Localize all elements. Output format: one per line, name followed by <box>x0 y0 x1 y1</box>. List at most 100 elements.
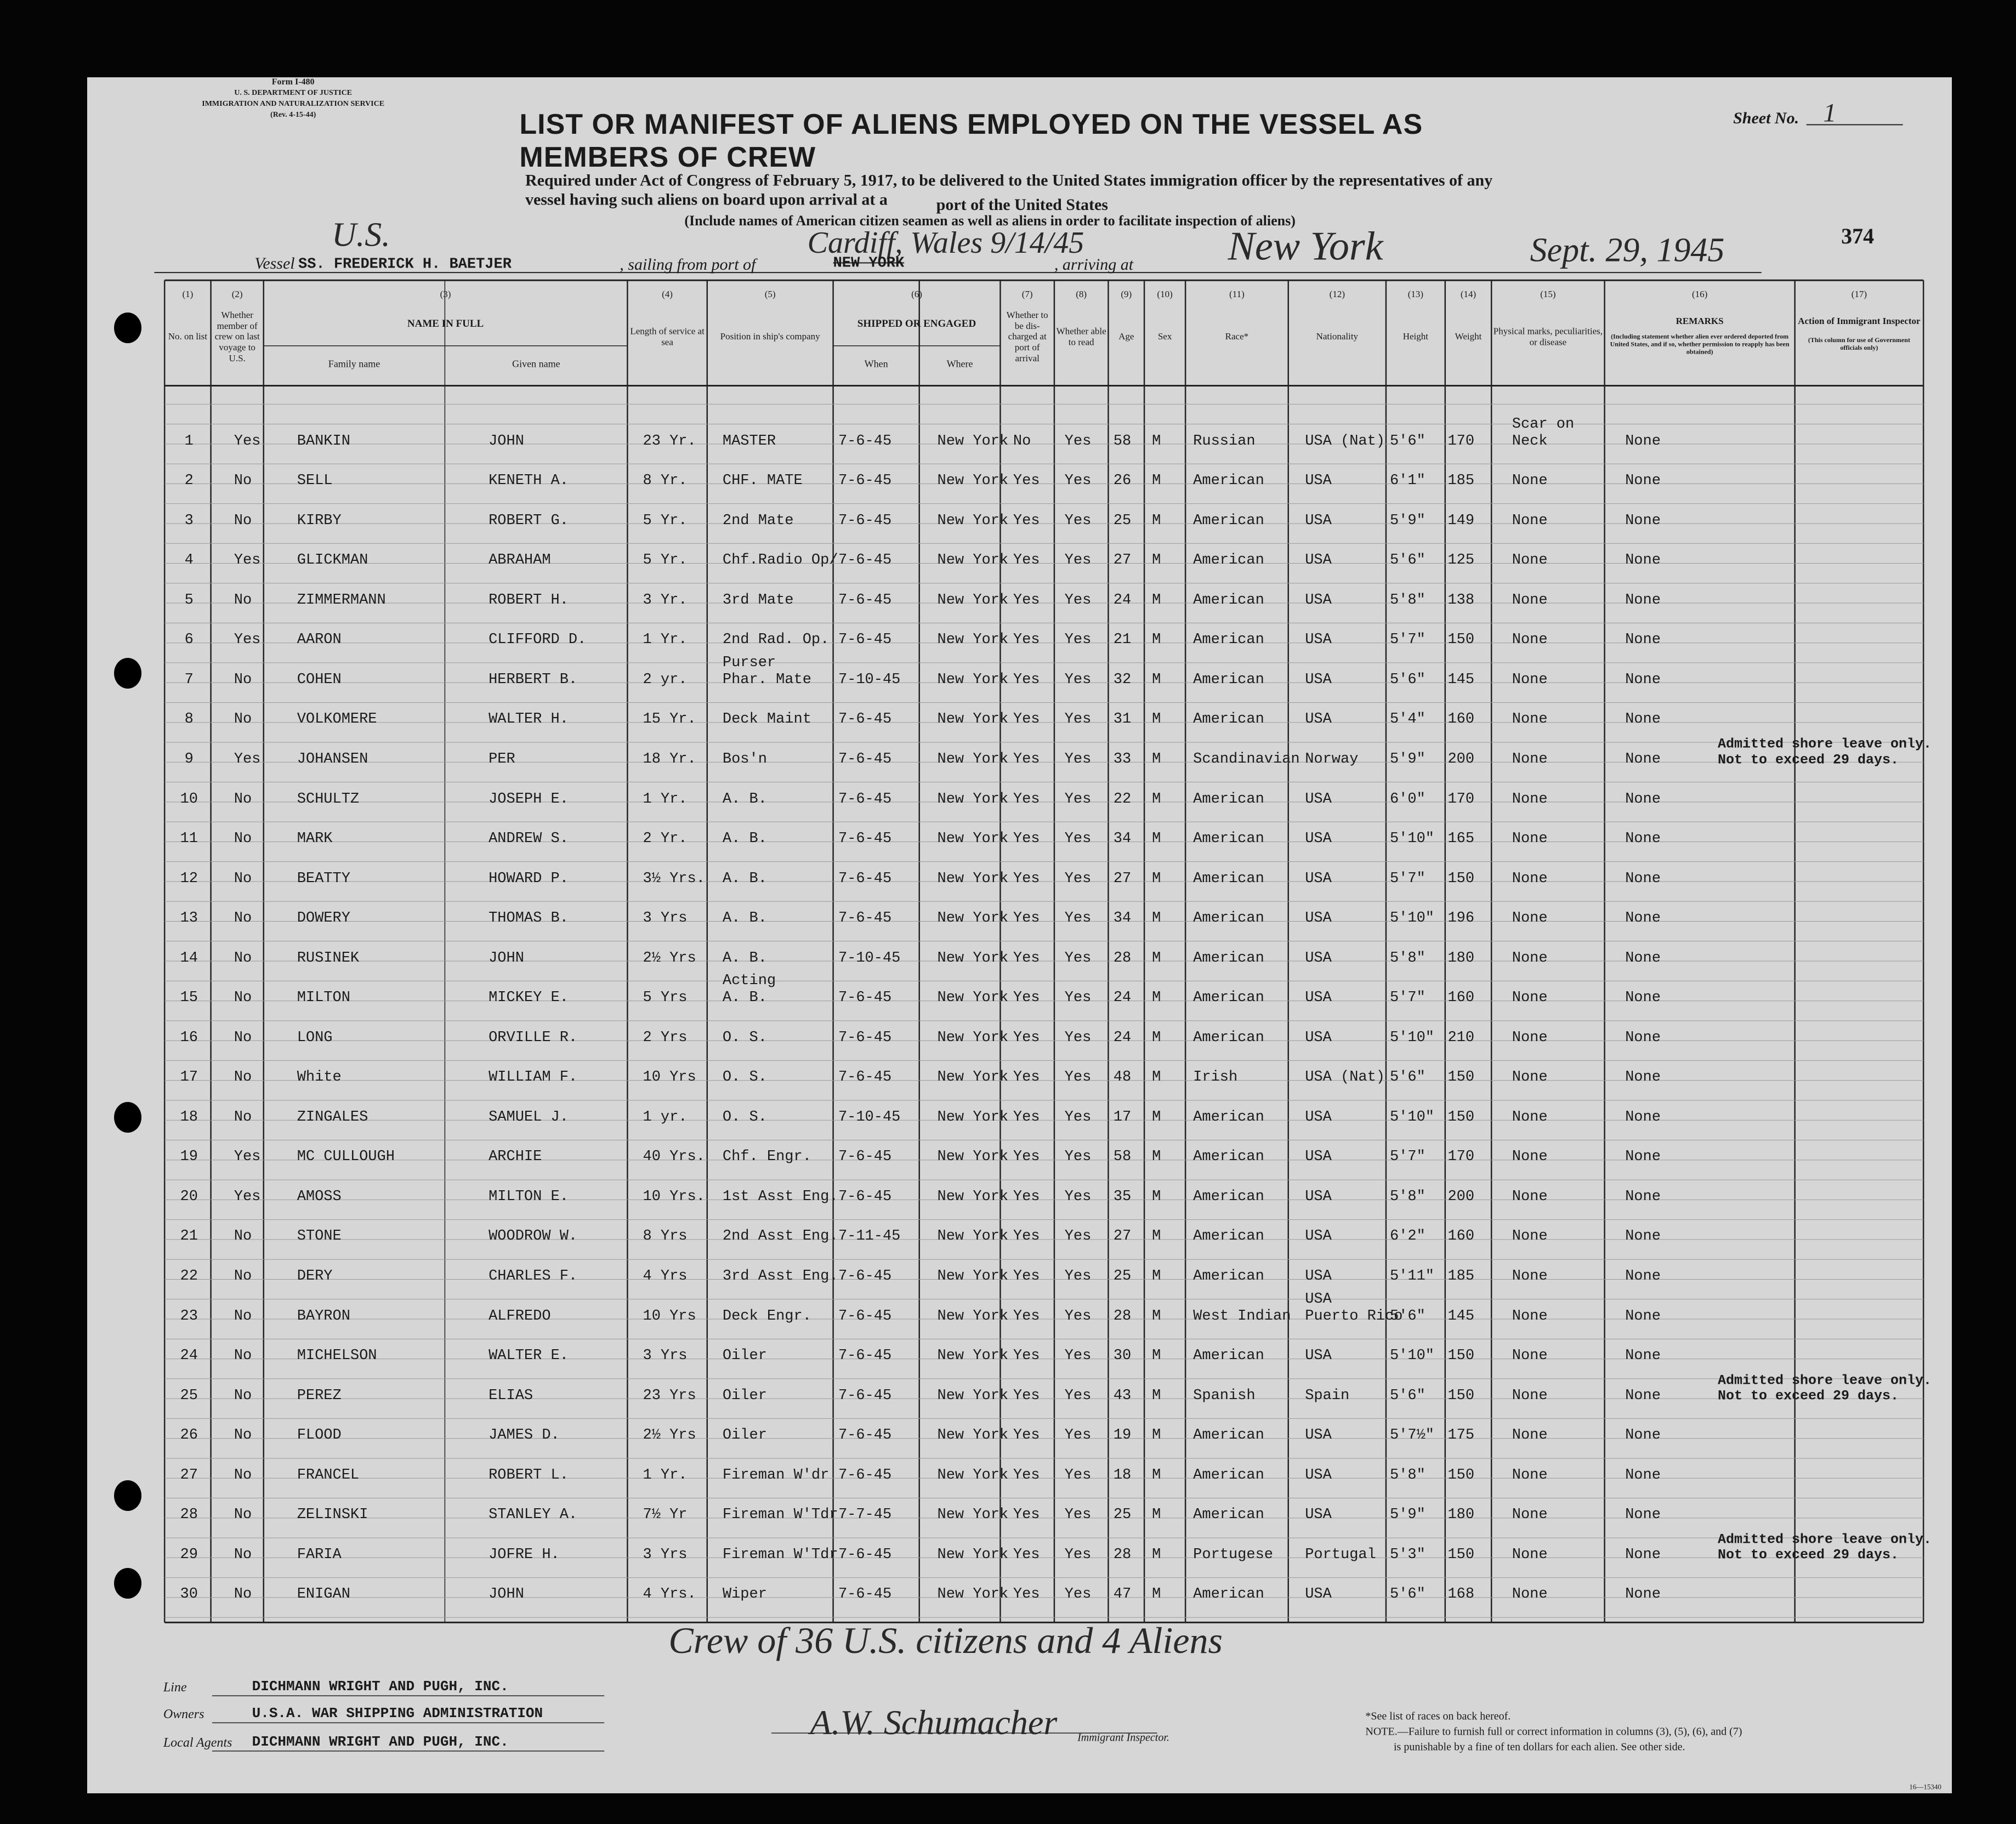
cell: 28 <box>1113 1308 1132 1325</box>
cell: American <box>1193 1228 1264 1245</box>
cell: 47 <box>1113 1586 1132 1603</box>
cell: 5'6" <box>1389 552 1426 569</box>
cell: 7-6-45 <box>838 1586 892 1603</box>
cell: USA <box>1305 592 1332 609</box>
column-number: (17) <box>1851 289 1867 300</box>
cell: 3½ Yrs. <box>643 870 705 887</box>
cell: MARK <box>297 831 333 848</box>
column-label: Height <box>1402 331 1428 342</box>
cell: 7-6-45 <box>838 1268 892 1285</box>
cell: None <box>1512 632 1548 649</box>
cell: No <box>234 1546 252 1563</box>
cell: American <box>1193 1586 1264 1603</box>
cell: Chf.Radio Op/ <box>722 552 838 569</box>
cell: 6'2" <box>1389 1228 1426 1245</box>
cell: 5'6" <box>1389 671 1426 688</box>
punch-hole <box>114 1568 141 1599</box>
cell: USA <box>1305 711 1332 728</box>
cell: ORVILLE R. <box>489 1029 578 1046</box>
cell: USA <box>1305 950 1332 967</box>
cell: USA <box>1305 1586 1332 1603</box>
cell: M <box>1152 711 1161 728</box>
cell: USA <box>1305 552 1332 569</box>
cell: 5'8" <box>1389 950 1426 967</box>
sheet-number: 1 <box>1823 98 1837 128</box>
cell: 170 <box>1447 433 1475 450</box>
column-number: (6) <box>911 289 922 300</box>
cell: None <box>1512 1268 1548 1285</box>
cell: No <box>234 711 252 728</box>
cell: New York <box>937 711 1009 728</box>
row-number: 28 <box>180 1507 198 1524</box>
cell: 5 Yr. <box>643 512 688 529</box>
column-number: (8) <box>1076 289 1087 300</box>
cell: 7-6-45 <box>838 433 892 450</box>
column-group: SHIPPED OR ENGAGED <box>857 318 976 330</box>
cell: None <box>1625 1069 1661 1086</box>
cell: Yes <box>1064 990 1092 1007</box>
cell: Yes <box>1013 1467 1040 1484</box>
cell: 2nd Mate <box>722 512 794 529</box>
cell: 150 <box>1447 1546 1475 1563</box>
cell: USA <box>1305 1467 1332 1484</box>
cell: American <box>1193 1467 1264 1484</box>
cell: American <box>1193 1268 1264 1285</box>
cell: Yes <box>1064 1347 1092 1364</box>
cell: M <box>1152 791 1161 808</box>
cell: 58 <box>1113 433 1132 450</box>
cell: 5 Yrs <box>643 990 688 1007</box>
cell: None <box>1512 831 1548 848</box>
cell: M <box>1152 910 1161 927</box>
cell: 2nd Rad. Op. <box>722 632 830 649</box>
cell: MICHELSON <box>297 1347 377 1364</box>
footer-value: DICHMANN WRIGHT AND PUGH, INC. <box>252 1733 509 1750</box>
cell: None <box>1512 1109 1548 1126</box>
cell: 5'7" <box>1389 870 1426 887</box>
cell: ARCHIE <box>489 1149 542 1166</box>
cell: Yes <box>234 1188 261 1205</box>
cell: 24 <box>1113 990 1132 1007</box>
cell: New York <box>937 632 1009 649</box>
cell: Spain <box>1305 1387 1350 1404</box>
cell: HOWARD P. <box>489 870 569 887</box>
cell: M <box>1152 1427 1161 1444</box>
cell: ABRAHAM <box>489 552 551 569</box>
cell: Yes <box>1064 433 1092 450</box>
cell: No <box>234 1387 252 1404</box>
cell: Yes <box>1064 1149 1092 1166</box>
cell: 22 <box>1113 791 1132 808</box>
cell: Oiler <box>722 1347 767 1364</box>
cell: Yes <box>1064 1188 1092 1205</box>
cell: WALTER H. <box>489 711 569 728</box>
cell: None <box>1625 990 1661 1007</box>
cell: 7-6-45 <box>838 1387 892 1404</box>
cell: No <box>234 1228 252 1245</box>
cell: None <box>1512 1188 1548 1205</box>
title: LIST OR MANIFEST OF ALIENS EMPLOYED ON T… <box>519 109 1423 173</box>
form-info: U. S. DEPARTMENT OF JUSTICE <box>234 88 353 97</box>
row-number: 10 <box>180 791 198 808</box>
cell: American <box>1193 1427 1264 1444</box>
row-number: 20 <box>180 1188 198 1205</box>
signature-title: Immigrant Inspector. <box>1077 1731 1169 1744</box>
cell: WALTER E. <box>489 1347 569 1364</box>
cell: New York <box>937 552 1009 569</box>
cell: None <box>1512 1586 1548 1603</box>
cell: Yes <box>1064 1308 1092 1325</box>
cell: Yes <box>1064 1029 1092 1046</box>
cell: 28 <box>1113 1546 1132 1563</box>
crew-note: Crew of 36 U.S. citizens and 4 Aliens <box>668 1620 1223 1662</box>
cell: 21 <box>1113 632 1132 649</box>
cell: MILTON E. <box>489 1188 569 1205</box>
cell: PER <box>489 751 515 768</box>
cell: Yes <box>1064 711 1092 728</box>
cell: None <box>1625 1109 1661 1126</box>
cell: Yes <box>1013 1347 1040 1364</box>
cell: Yes <box>1013 1586 1040 1603</box>
cell: None <box>1625 1467 1661 1484</box>
cell: No <box>234 1109 252 1126</box>
cell: 18 <box>1113 1467 1132 1484</box>
cell: Wiper <box>722 1586 767 1603</box>
column-label: REMARKS <box>1676 316 1724 327</box>
cell: M <box>1152 1586 1161 1603</box>
